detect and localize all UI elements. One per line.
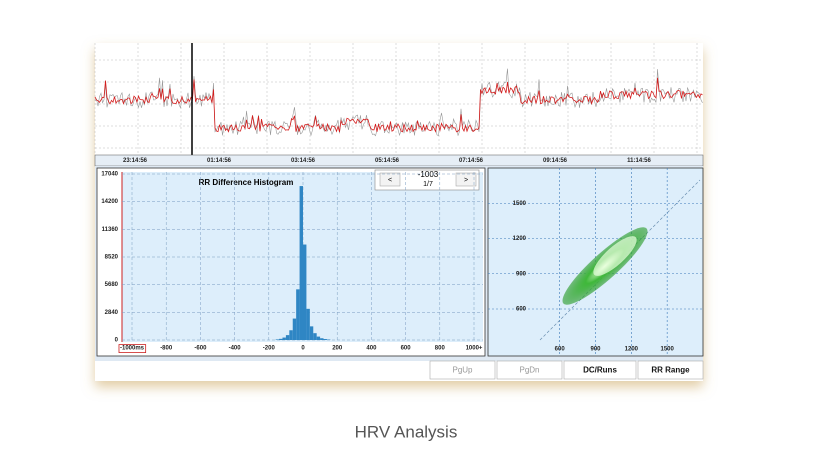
histogram-bar — [317, 337, 320, 340]
x-tick-label: 900 — [590, 347, 601, 353]
y-tick-label: 1200 — [513, 236, 527, 242]
time-label: 07:14:56 — [459, 158, 484, 164]
x-tick-label: -400 — [229, 346, 242, 352]
trace-panel — [95, 43, 703, 155]
time-label: 05:14:56 — [375, 158, 400, 164]
time-label: 01:14:56 — [207, 158, 232, 164]
y-tick-label: 11360 — [102, 227, 119, 233]
time-label: 23:14:56 — [123, 158, 148, 164]
histogram-bar — [293, 319, 296, 340]
histogram-title: RR Difference Histogram — [199, 178, 294, 187]
histogram-bar — [320, 338, 323, 340]
histogram-bar — [289, 330, 292, 340]
x-tick-label: 200 — [332, 346, 343, 352]
y-tick-label: 1500 — [513, 201, 527, 207]
histogram-bar — [306, 309, 309, 340]
y-tick-label: 2840 — [105, 310, 119, 316]
x-tick-label: -800 — [160, 346, 173, 352]
x-tick-label: 1200 — [625, 347, 639, 353]
histogram-bar — [313, 333, 316, 340]
x-tick-label: -200 — [263, 346, 276, 352]
histogram-bar — [300, 186, 303, 340]
histogram-bar — [296, 289, 299, 340]
histogram-bar — [303, 245, 306, 340]
histogram-bar — [279, 339, 282, 340]
prev-label[interactable]: < — [388, 177, 392, 184]
button-label[interactable]: PgDn — [519, 366, 539, 375]
y-tick-label: 8520 — [105, 255, 119, 261]
histogram-bar — [324, 339, 327, 340]
x-tick-label: -1000ms — [120, 346, 145, 352]
next-label[interactable]: > — [464, 177, 468, 184]
nav-page: 1/7 — [423, 181, 433, 188]
button-bar: PgUp PgDn DC/Runs RR Range — [430, 361, 703, 379]
x-tick-label: 800 — [435, 346, 446, 352]
x-tick-label: 600 — [555, 347, 566, 353]
button-label[interactable]: DC/Runs — [583, 366, 617, 375]
caption: HRV Analysis — [355, 422, 458, 441]
button-label[interactable]: RR Range — [651, 366, 690, 375]
y-tick-label: 900 — [516, 271, 527, 277]
time-label: 03:14:56 — [291, 158, 316, 164]
histogram-bar — [286, 335, 289, 340]
y-tick-label: 600 — [516, 307, 527, 313]
time-label: 11:14:56 — [627, 158, 651, 164]
time-label: 09:14:56 — [543, 158, 568, 164]
y-tick-label: 5680 — [105, 282, 119, 288]
y-tick-label: 17040 — [101, 172, 118, 178]
x-tick-label: -600 — [194, 346, 207, 352]
histogram-bar — [310, 326, 313, 340]
y-tick-label: 14200 — [101, 199, 118, 205]
histogram-bar — [282, 338, 285, 340]
histogram-bar — [276, 339, 279, 340]
x-tick-label: 400 — [366, 346, 377, 352]
x-tick-label: 1500 — [660, 347, 674, 353]
nav-value: -1003 — [418, 170, 439, 179]
x-tick-label: 600 — [401, 346, 412, 352]
x-tick-label: 1000+ — [466, 346, 483, 352]
button-label[interactable]: PgUp — [452, 366, 473, 375]
